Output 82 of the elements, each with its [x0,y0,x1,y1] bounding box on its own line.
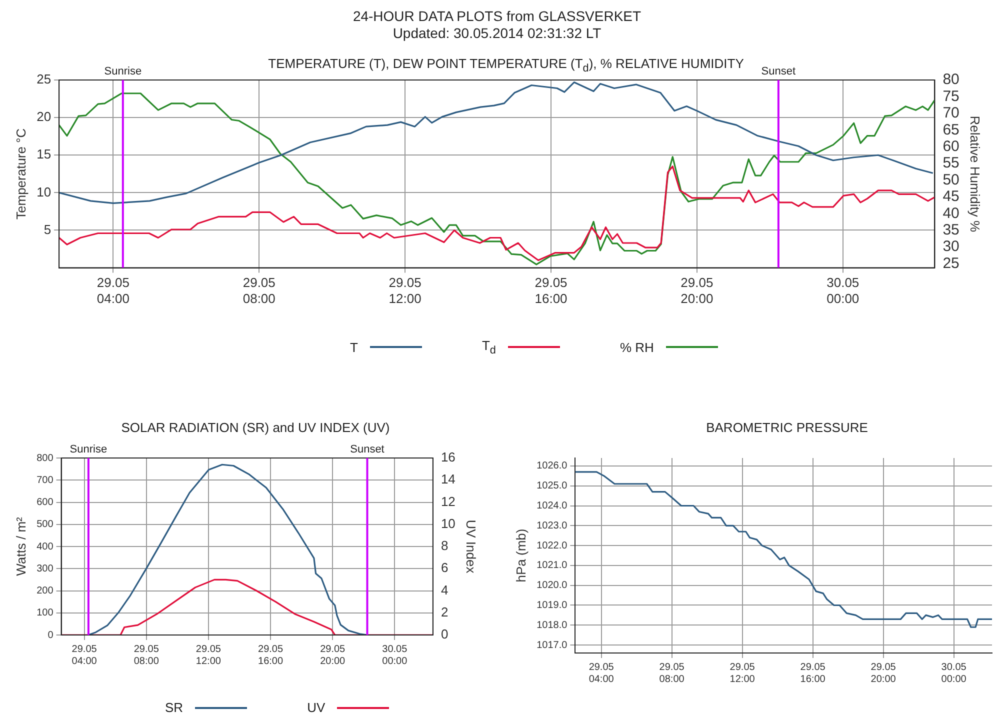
y-tick-label: 600 [36,497,54,508]
y-tick-label: 1023.0 [536,520,568,532]
y-tick-label: 1018.0 [536,620,568,631]
ref-line-label: Sunrise [70,444,108,456]
y2-axis-title: Relative Humidity % [968,116,983,232]
y-tick-label: 15 [36,146,52,162]
text: Updated: 30.05.2014 02:31:32 LT [392,25,602,41]
y2-tick-label: 60 [942,138,960,155]
legend-label: SR [165,700,184,715]
x-tick-label: 29.05 20:00 [680,275,714,306]
y2-tick-label: 35 [942,222,960,239]
chart-title: SOLAR RADIATION (SR) and UV INDEX (UV) [120,420,391,435]
y2-tick-label: 8 [440,538,448,554]
x-tick-label: 29.05 04:00 [588,662,614,685]
y2-tick-label: 75 [942,88,960,105]
y-tick-label: 800 [36,452,54,464]
legend-label: % RH [620,340,654,355]
y-tick-label: 5 [44,222,52,237]
y-tick-label: 25 [36,72,52,87]
y-axis-title: Watts / m² [13,516,28,576]
x-tick-label: 29.05 08:00 [659,662,685,685]
y2-tick-label: 16 [440,450,456,465]
y2-tick-label: 80 [942,71,960,88]
y2-tick-label: 12 [440,494,456,509]
ref-line-label: Sunset [350,444,384,456]
x-tick-label: 29.05 20:00 [320,644,346,667]
y-axis-title: Temperature °C [13,128,28,220]
y2-tick-label: 50 [942,171,960,188]
chart-title: TEMPERATURE (T), DEW POINT TEMPERATURE (T$_{d}$), % RELATIVE HUMIDITY [268,56,744,75]
y2-axis-title: UV Index [464,520,479,574]
y-axis-title: hPa (mb) [513,528,528,582]
y-tick-label: 200 [36,586,54,596]
chart-title: BAROMETRIC PRESSURE [705,420,869,435]
y2-tick-label: 0 [440,626,448,642]
x-tick-label: 30.05 00:00 [382,644,408,667]
y-tick-label: 100 [36,608,54,619]
y-tick-label: 1021.0 [536,560,568,572]
y2-tick-label: 65 [942,121,960,138]
ref-line-label: Sunset [761,66,796,78]
y-tick-label: 1020.0 [536,580,568,592]
y-tick-label: 1026.0 [536,460,568,472]
y-tick-label: 1024.0 [536,500,568,512]
y-tick-label: 300 [36,563,54,574]
y2-tick-label: 4 [440,582,448,598]
y2-tick-label: 14 [440,472,456,487]
y2-tick-label: 30 [942,238,960,256]
x-tick-label: 29.05 12:00 [196,644,222,667]
x-tick-label: 29.05 12:00 [730,662,756,685]
y2-tick-label: 25 [942,254,960,272]
x-tick-label: 29.05 16:00 [258,644,284,667]
y-tick-label: 10 [36,184,52,200]
legend-label: T [350,340,358,355]
y2-tick-label: 55 [942,154,960,172]
x-tick-label: 29.05 04:00 [96,275,130,306]
y2-tick-label: 40 [942,204,960,222]
y2-tick-label: 2 [440,604,448,620]
y-tick-label: 400 [36,541,54,552]
x-tick-label: 29.05 04:00 [72,644,98,667]
y2-tick-label: 70 [942,104,960,122]
y-tick-label: 0 [48,630,54,641]
y-tick-label: 1017.0 [536,640,568,651]
y-tick-label: 20 [36,109,52,124]
y2-tick-label: 6 [440,560,448,576]
y-tick-label: 700 [36,474,54,486]
x-tick-label: 29.05 16:00 [800,662,826,685]
y2-tick-label: 10 [440,516,456,531]
y-tick-label: 500 [36,519,54,530]
ref-line-label: Sunrise [104,66,142,78]
y-tick-label: 1025.0 [536,480,568,492]
y2-tick-label: 45 [942,188,960,206]
x-tick-label: 29.05 20:00 [870,662,896,685]
x-tick-label: 29.05 08:00 [242,275,276,306]
y-tick-label: 1022.0 [536,540,568,552]
x-tick-label: 29.05 08:00 [134,644,160,667]
x-tick-label: 30.05 00:00 [941,662,967,685]
y-tick-label: 1019.0 [536,600,568,611]
legend-label: T$_{d}$ [482,338,496,357]
x-tick-label: 29.05 12:00 [388,275,422,306]
x-tick-label: 30.05 00:00 [826,275,860,306]
x-tick-label: 29.05 16:00 [534,275,568,306]
legend-label: UV [307,700,326,715]
text: 24-HOUR DATA PLOTS from GLASSVERKET [352,8,642,24]
